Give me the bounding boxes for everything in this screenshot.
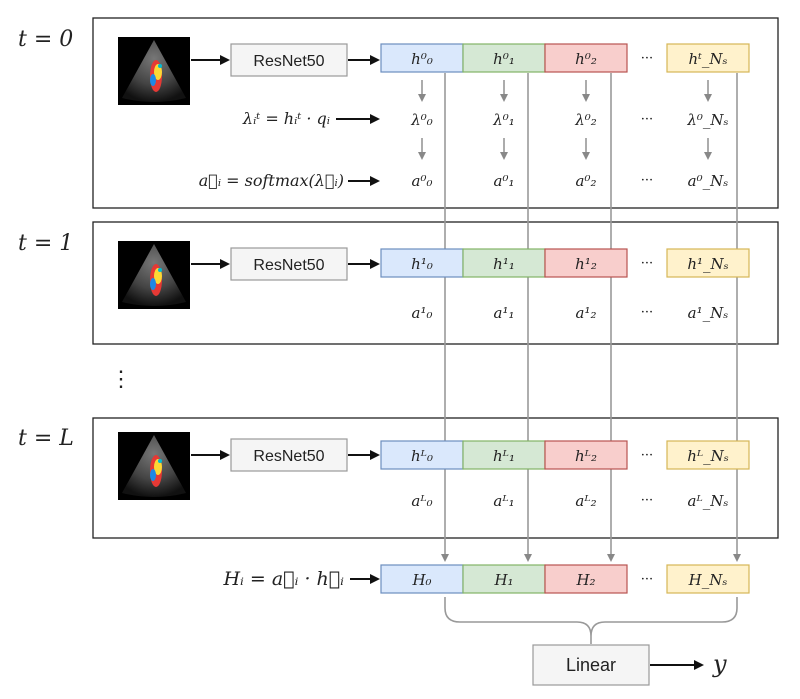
feature-label: h¹₂	[575, 255, 597, 273]
feature-label: hᴸ_Nₛ	[687, 447, 729, 465]
feature-cell-2	[544, 248, 628, 278]
lambda-label: λ⁰₂	[574, 111, 597, 129]
softmax-formula: a⃗ᵢ = softmax(λ⃗ᵢ)	[199, 171, 344, 190]
row-ellipsis: ···	[641, 572, 653, 587]
attention-label: a¹₁	[494, 304, 515, 322]
resnet-box-t1: ResNet50	[230, 247, 348, 281]
attention-label: aᴸ₂	[575, 492, 596, 510]
attention-row-t1: a¹₀ a¹₁ a¹₂ ··· a¹_Nₛ	[412, 304, 729, 322]
feature-label: h¹₀	[411, 255, 433, 273]
attention-label: aᴸ₁	[493, 492, 514, 510]
time-label-tL: t = L	[18, 426, 74, 451]
combined-label: H₁	[493, 571, 513, 589]
feature-label: hᴸ₁	[493, 447, 515, 465]
resnet-label: ResNet50	[253, 257, 324, 274]
step-frame-t1	[92, 221, 779, 345]
feature-label: hᴸ₀	[411, 447, 433, 465]
small-down-arrows-t0	[418, 80, 712, 160]
combined-label: H_Nₛ	[688, 571, 728, 589]
attention-label: a⁰₁	[494, 172, 515, 190]
linear-label: Linear	[566, 655, 616, 675]
row-ellipsis: ···	[641, 173, 653, 188]
feature-cell-1	[462, 248, 546, 278]
feature-row-tL: hᴸ₀ hᴸ₁ hᴸ₂ ··· hᴸ_Nₛ	[380, 440, 750, 470]
combined-cell-n	[666, 564, 750, 594]
feature-cell-1	[462, 43, 546, 73]
feature-cell-n	[666, 440, 750, 470]
combined-label: H₂	[575, 571, 595, 589]
feature-label: h¹₁	[493, 255, 515, 273]
feature-cell-0	[380, 440, 464, 470]
feature-label: hᴸ₂	[575, 447, 597, 465]
lambda-label: λ⁰₀	[410, 111, 433, 129]
row-ellipsis: ···	[641, 305, 653, 320]
feature-cell-1	[462, 440, 546, 470]
lambda-row-t0: λ⁰₀ λ⁰₁ λ⁰₂ ··· λ⁰_Nₛ	[410, 111, 728, 129]
feature-cell-2	[544, 440, 628, 470]
feature-label: hᵗ_Nₛ	[688, 50, 727, 68]
lambda-formula: λᵢᵗ = hᵢᵗ · qᵢ	[242, 109, 330, 128]
resnet-label: ResNet50	[253, 448, 324, 465]
ultrasound-frame-tL	[118, 432, 190, 500]
ultrasound-frame-t0	[118, 37, 190, 105]
feature-label: h⁰₀	[411, 50, 433, 68]
lambda-label: λ⁰₁	[492, 111, 515, 129]
attention-row-t0: a⁰₀ a⁰₁ a⁰₂ ··· a⁰_Nₛ	[412, 172, 729, 190]
attention-label: a¹₂	[576, 304, 597, 322]
attention-label: a⁰₂	[576, 172, 597, 190]
attention-label: aᴸ_Nₛ	[688, 492, 729, 510]
output-y-label: y	[712, 650, 727, 678]
row-ellipsis: ···	[641, 51, 653, 66]
time-label-t1: t = 1	[18, 231, 73, 256]
attention-label: a⁰_Nₛ	[688, 172, 729, 190]
combine-formula: Hᵢ = a⃗ᵢ · h⃗ᵢ	[222, 568, 344, 590]
feature-label: h⁰₁	[493, 50, 515, 68]
resnet-box-tL: ResNet50	[230, 438, 348, 472]
feature-cell-n	[666, 248, 750, 278]
resnet-label: ResNet50	[253, 53, 324, 70]
step-frame-tL	[92, 417, 779, 539]
feature-row-t1: h¹₀ h¹₁ h¹₂ ··· h¹_Nₛ	[380, 248, 750, 278]
time-label-t0: t = 0	[18, 27, 73, 52]
row-ellipsis: ···	[641, 256, 653, 271]
linear-box: Linear	[532, 644, 650, 686]
attention-label: aᴸ₀	[411, 492, 432, 510]
step-frame-t0	[92, 17, 779, 209]
combined-cell-0	[380, 564, 464, 594]
resnet-box-t0: ResNet50	[230, 43, 348, 77]
brace-connector	[444, 597, 738, 644]
feature-label: h¹_Nₛ	[687, 255, 728, 273]
lambda-label: λ⁰_Nₛ	[686, 111, 728, 129]
combined-cell-1	[462, 564, 546, 594]
feature-cell-2	[544, 43, 628, 73]
row-ellipsis: ···	[641, 493, 653, 508]
combined-label: H₀	[411, 571, 431, 589]
vertical-ellipsis: ⋮	[110, 367, 132, 392]
attention-row-tL: aᴸ₀ aᴸ₁ aᴸ₂ ··· aᴸ_Nₛ	[411, 492, 728, 510]
attention-label: a¹₀	[412, 304, 433, 322]
row-ellipsis: ···	[641, 448, 653, 463]
feature-label: h⁰₂	[575, 50, 597, 68]
combined-row: H₀ H₁ H₂ ··· H_Nₛ	[380, 564, 750, 594]
combined-cell-2	[544, 564, 628, 594]
row-ellipsis: ···	[641, 112, 653, 127]
attention-label: a⁰₀	[412, 172, 433, 190]
attention-label: a¹_Nₛ	[688, 304, 729, 322]
feature-row-t0: h⁰₀ h⁰₁ h⁰₂ ··· hᵗ_Nₛ	[380, 43, 750, 73]
ultrasound-frame-t1	[118, 241, 190, 309]
feature-cell-n	[666, 43, 750, 73]
